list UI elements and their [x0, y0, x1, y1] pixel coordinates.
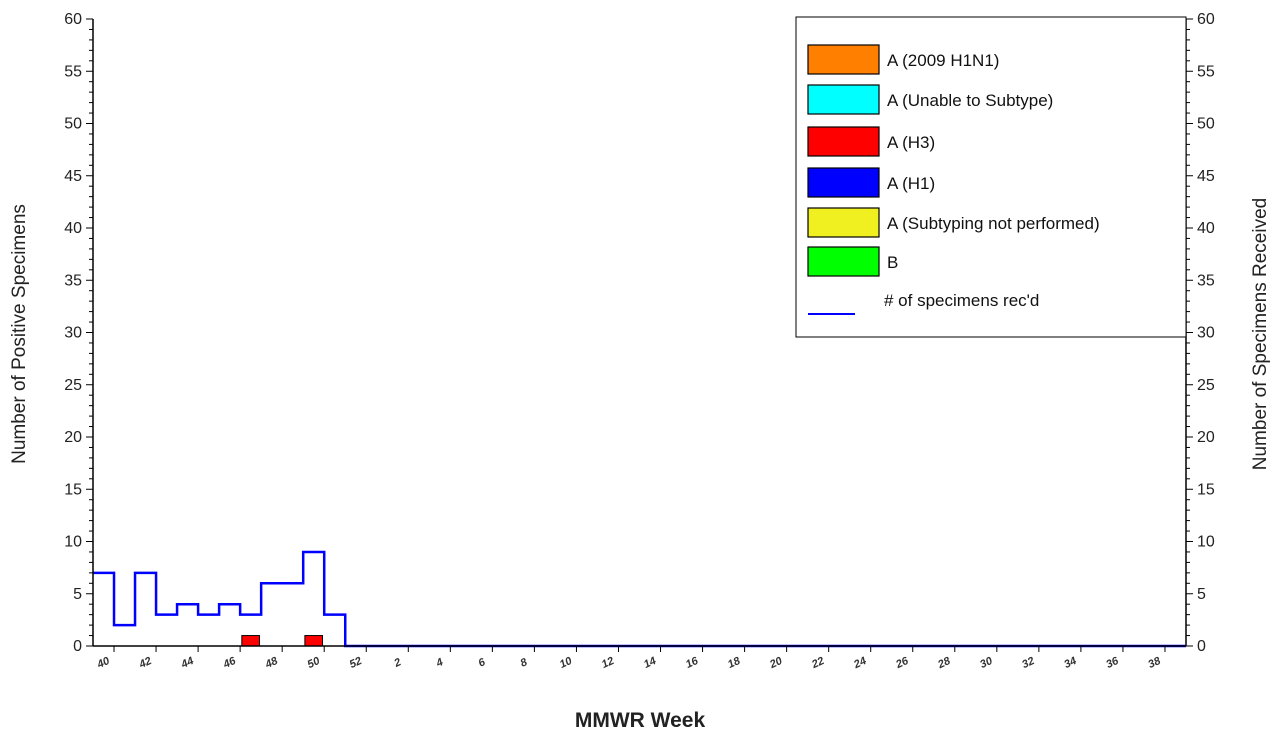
x-tick-label: 10 [558, 655, 575, 671]
right-tick-label: 10 [1197, 534, 1215, 551]
bar [241, 635, 260, 647]
x-tick-label: 40 [95, 655, 113, 672]
left-tick-label: 55 [64, 63, 82, 80]
right-tick-label: 30 [1197, 325, 1215, 342]
x-tick-label: 8 [519, 656, 530, 670]
x-tick-label: 26 [893, 655, 911, 672]
legend-label: A (H1) [887, 174, 935, 193]
right-tick-label: 35 [1197, 272, 1215, 289]
x-tick-label: 36 [1104, 655, 1121, 671]
right-tick-label: 45 [1197, 168, 1215, 185]
right-tick-label: 20 [1197, 429, 1215, 446]
x-tick-label: 6 [477, 656, 488, 670]
x-tick-label: 48 [263, 655, 281, 672]
x-tick-label: 20 [767, 655, 785, 672]
x-tick-label: 22 [809, 655, 826, 671]
left-tick-label: 5 [73, 586, 82, 603]
legend-label: # of specimens rec'd [884, 291, 1039, 310]
x-tick-label: 30 [978, 655, 995, 671]
x-axis-title: MMWR Week [575, 709, 706, 732]
legend-label: B [887, 253, 898, 272]
left-tick-label: 30 [64, 325, 82, 342]
legend-swatch [807, 207, 880, 238]
right-tick-label: 50 [1197, 116, 1215, 133]
right-tick-label: 15 [1197, 481, 1215, 498]
x-tick-label: 50 [306, 655, 323, 671]
right-y-axis-title: Number of Specimens Received [1250, 198, 1271, 470]
legend-swatch [807, 246, 880, 277]
legend-label: A (2009 H1N1) [887, 51, 999, 70]
left-y-axis-title: Number of Positive Specimens [9, 204, 30, 464]
left-y-axis: 0 5 10 15 20 25 30 35 40 45 50 55 60 [64, 11, 94, 655]
left-tick-label: 0 [73, 638, 82, 655]
x-tick-label: 38 [1146, 655, 1163, 671]
left-tick-label: 20 [64, 429, 82, 446]
legend-swatch [807, 167, 880, 198]
legend-swatch [807, 126, 880, 157]
right-tick-label: 60 [1197, 11, 1215, 28]
left-tick-label: 60 [64, 11, 82, 28]
specimens-received-line [93, 550, 1186, 648]
x-tick-label: 32 [1020, 655, 1036, 671]
x-tick-label: 2 [392, 656, 404, 670]
bar [304, 635, 324, 647]
left-tick-label: 10 [64, 534, 82, 551]
x-tick-label: 24 [851, 655, 868, 671]
x-tick-label: 18 [726, 655, 743, 671]
x-tick-label: 44 [179, 655, 196, 671]
left-tick-label: 45 [64, 168, 82, 185]
x-tick-label: 14 [642, 655, 658, 671]
x-tick-label: 12 [600, 655, 616, 671]
x-tick-label: 46 [221, 655, 239, 672]
legend-swatch [807, 84, 880, 115]
right-tick-label: 5 [1197, 586, 1206, 603]
x-tick-label: 16 [684, 655, 701, 671]
x-tick-label: 52 [348, 655, 364, 671]
left-tick-label: 25 [64, 377, 82, 394]
left-tick-label: 40 [64, 220, 82, 237]
left-tick-label: 50 [64, 116, 82, 133]
right-tick-label: 25 [1197, 377, 1215, 394]
right-y-axis: 0 5 10 15 20 25 30 35 40 45 50 55 60 [1185, 11, 1215, 655]
right-tick-label: 0 [1197, 638, 1206, 655]
right-tick-label: 55 [1197, 63, 1215, 80]
x-axis: 40 42 44 46 48 50 52 2 4 6 8 10 12 14 16 18 20 22 24 26 28 30… [93, 645, 1186, 672]
x-tick-label: 28 [935, 655, 953, 672]
legend-label: A (Subtyping not performed) [887, 214, 1100, 233]
legend: A (2009 H1N1) A (Unable to Subtype) A (H3)… [795, 16, 1187, 338]
x-tick-label: 4 [434, 656, 446, 670]
left-tick-label: 35 [64, 272, 82, 289]
x-tick-label: 42 [137, 655, 154, 671]
legend-swatch [807, 44, 880, 75]
right-tick-label: 40 [1197, 220, 1215, 237]
legend-label: A (H3) [887, 133, 935, 152]
left-tick-label: 15 [64, 481, 82, 498]
plot-area [93, 550, 1186, 648]
legend-label: A (Unable to Subtype) [887, 91, 1053, 110]
x-tick-label: 34 [1062, 655, 1078, 671]
